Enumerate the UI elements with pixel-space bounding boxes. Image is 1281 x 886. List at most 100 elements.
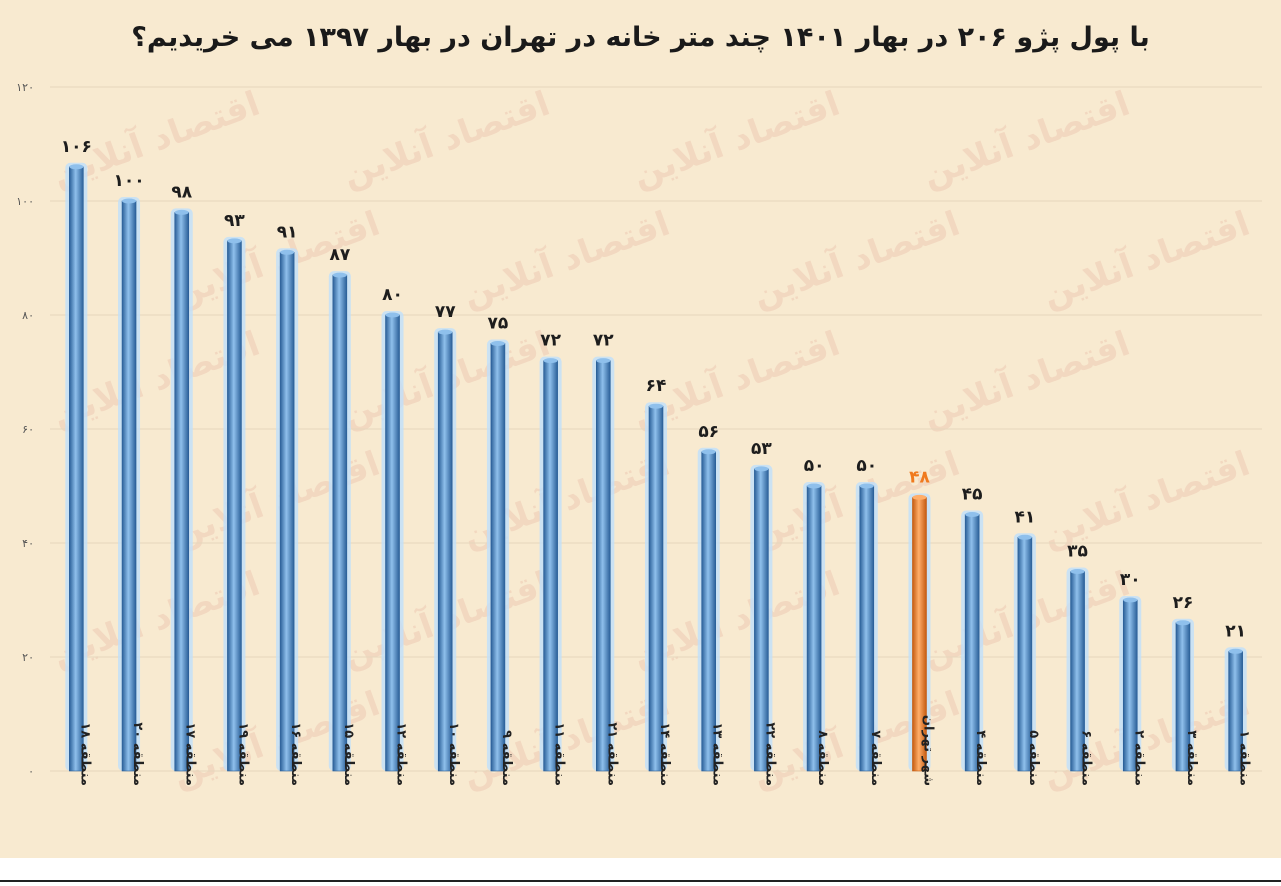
bar-cap bbox=[69, 164, 84, 170]
bar bbox=[437, 331, 453, 772]
category-label: منطقه ۲۱ bbox=[604, 722, 619, 786]
category-label: منطقه ۴ bbox=[973, 730, 988, 786]
bar-cap bbox=[965, 512, 980, 517]
category-label: منطقه ۱۳ bbox=[710, 722, 725, 786]
value-label: ۷۲ bbox=[593, 331, 614, 351]
value-label: ۷۷ bbox=[435, 302, 456, 322]
value-label: ۴۱ bbox=[1014, 507, 1035, 527]
bar-chart: اقتصاد آنلاین اقتصاد آنلاین اقتصاد آنلاین ا… bbox=[16, 81, 1262, 796]
y-tick-label: ۶۰ bbox=[22, 423, 34, 436]
category-label: منطقه ۱۰ bbox=[446, 722, 461, 786]
watermark-text: اقتصاد آنلاین bbox=[167, 202, 385, 316]
bar-cap bbox=[543, 358, 558, 364]
value-label: ۸۷ bbox=[329, 245, 350, 265]
watermark-text: اقتصاد آنلاین bbox=[917, 322, 1135, 436]
bar bbox=[121, 200, 137, 772]
category-label: منطقه ۲ bbox=[1131, 730, 1146, 786]
value-label: ۶۴ bbox=[646, 376, 667, 396]
value-label: ۴۵ bbox=[962, 485, 983, 505]
value-label: ۹۸ bbox=[171, 182, 192, 202]
y-tick-label: ۰ bbox=[28, 765, 34, 778]
value-label: ۹۱ bbox=[277, 222, 298, 242]
category-label: منطقه ۵ bbox=[1026, 730, 1041, 786]
bar bbox=[490, 343, 506, 772]
bar-cap bbox=[1123, 597, 1138, 603]
value-label: ۳۵ bbox=[1067, 542, 1088, 562]
value-label: ۵۳ bbox=[751, 439, 772, 459]
watermark-text: اقتصاد آنلاین bbox=[917, 82, 1135, 196]
category-label: منطقه ۱۱ bbox=[552, 722, 567, 786]
bar bbox=[543, 360, 558, 772]
bar-cap bbox=[754, 466, 769, 472]
category-label: منطقه ۶ bbox=[1079, 730, 1094, 786]
bar bbox=[859, 485, 875, 772]
category-label: منطقه ۱۲ bbox=[394, 722, 409, 786]
category-label: منطقه ۸ bbox=[815, 730, 830, 786]
value-label: ۴۸ bbox=[909, 467, 930, 487]
value-label: ۵۰ bbox=[856, 456, 877, 476]
bar-cap bbox=[174, 209, 189, 215]
category-label: شهر تهران bbox=[920, 715, 935, 786]
value-label: ۲۶ bbox=[1173, 593, 1194, 613]
watermark-text: اقتصاد آنلاین bbox=[457, 202, 675, 316]
y-axis: ۰ ۲۰ ۴۰ ۶۰ ۸۰ ۱۰۰ ۱۲۰ bbox=[16, 81, 34, 778]
value-label: ۷۲ bbox=[540, 331, 561, 351]
bar bbox=[648, 405, 664, 772]
y-tick-label: ۸۰ bbox=[22, 309, 34, 322]
value-labels: ۱۰۶ ۱۰۰ ۹۸ ۹۳ ۹۱ ۸۷ ۸۰ ۷۷ ۷۵ ۷۲ ۷۲ ۶۴ ۵۶ ۵۳ ۵۰ ۵۰ ۴۸ ۴۵ ۴۱… bbox=[61, 137, 1246, 641]
bar bbox=[332, 274, 348, 772]
category-label: منطقه ۱۷ bbox=[183, 722, 198, 786]
bar bbox=[806, 485, 822, 772]
bar-cap bbox=[1175, 620, 1190, 626]
bar-cap bbox=[332, 272, 347, 278]
watermark-text: اقتصاد آنلاین bbox=[1037, 202, 1255, 316]
y-tick-label: ۱۰۰ bbox=[16, 195, 34, 208]
category-label: منطقه ۳ bbox=[1184, 730, 1199, 786]
category-label: منطقه ۱۶ bbox=[288, 722, 303, 786]
value-label: ۷۵ bbox=[488, 314, 509, 334]
bar-cap bbox=[1070, 569, 1085, 574]
bar bbox=[174, 212, 190, 772]
bar bbox=[279, 252, 295, 772]
y-tick-label: ۲۰ bbox=[22, 651, 34, 664]
bottom-divider bbox=[0, 880, 1281, 882]
bar bbox=[385, 314, 400, 772]
chart-title: با پول پژو ۲۰۶ در بهار ۱۴۰۱ چند متر خانه… bbox=[131, 22, 1150, 53]
bar-cap bbox=[385, 312, 400, 318]
value-label: ۱۰۶ bbox=[61, 137, 92, 157]
watermark-text: اقتصاد آنلاین bbox=[627, 82, 845, 196]
category-label: منطقه ۲۰ bbox=[130, 722, 145, 786]
value-label: ۲۱ bbox=[1225, 621, 1246, 641]
category-label: منطقه ۱۴ bbox=[657, 722, 672, 786]
bar-cap bbox=[490, 341, 505, 346]
watermark-text: اقتصاد آنلاین bbox=[167, 442, 385, 556]
category-label: منطقه ۲۲ bbox=[762, 722, 777, 786]
watermark-text: اقتصاد آنلاین bbox=[747, 202, 965, 316]
bar-cap bbox=[438, 329, 453, 335]
value-label: ۹۳ bbox=[224, 211, 245, 231]
category-label: منطقه ۱ bbox=[1237, 730, 1252, 786]
category-label: منطقه ۹ bbox=[499, 730, 514, 786]
bar-cap bbox=[280, 249, 295, 255]
bar bbox=[227, 240, 242, 772]
bar-cap bbox=[807, 483, 822, 489]
y-tick-label: ۴۰ bbox=[22, 537, 34, 550]
bar-cap bbox=[1017, 534, 1032, 540]
value-label: ۳۰ bbox=[1120, 570, 1141, 590]
x-axis: منطقه ۱۸ منطقه ۲۰ منطقه ۱۷ منطقه ۱۹ منطقه ۱۶… bbox=[77, 715, 1251, 786]
value-label: ۵۰ bbox=[804, 456, 825, 476]
category-label: منطقه ۱۵ bbox=[341, 722, 356, 786]
watermark-text: اقتصاد آنلاین bbox=[337, 82, 555, 196]
bars bbox=[65, 162, 1247, 772]
bar-cap bbox=[649, 403, 663, 409]
y-tick-label: ۱۲۰ bbox=[16, 81, 34, 94]
category-label: منطقه ۱۸ bbox=[77, 722, 92, 786]
bar-cap bbox=[122, 198, 137, 204]
watermark-text: اقتصاد آنلاین bbox=[1037, 442, 1255, 556]
bar-cap bbox=[227, 238, 242, 244]
bar-cap bbox=[701, 449, 716, 455]
bar-cap bbox=[912, 494, 927, 500]
bar-cap bbox=[596, 358, 611, 364]
value-label: ۱۰۰ bbox=[113, 171, 144, 191]
category-label: منطقه ۱۹ bbox=[235, 722, 250, 786]
